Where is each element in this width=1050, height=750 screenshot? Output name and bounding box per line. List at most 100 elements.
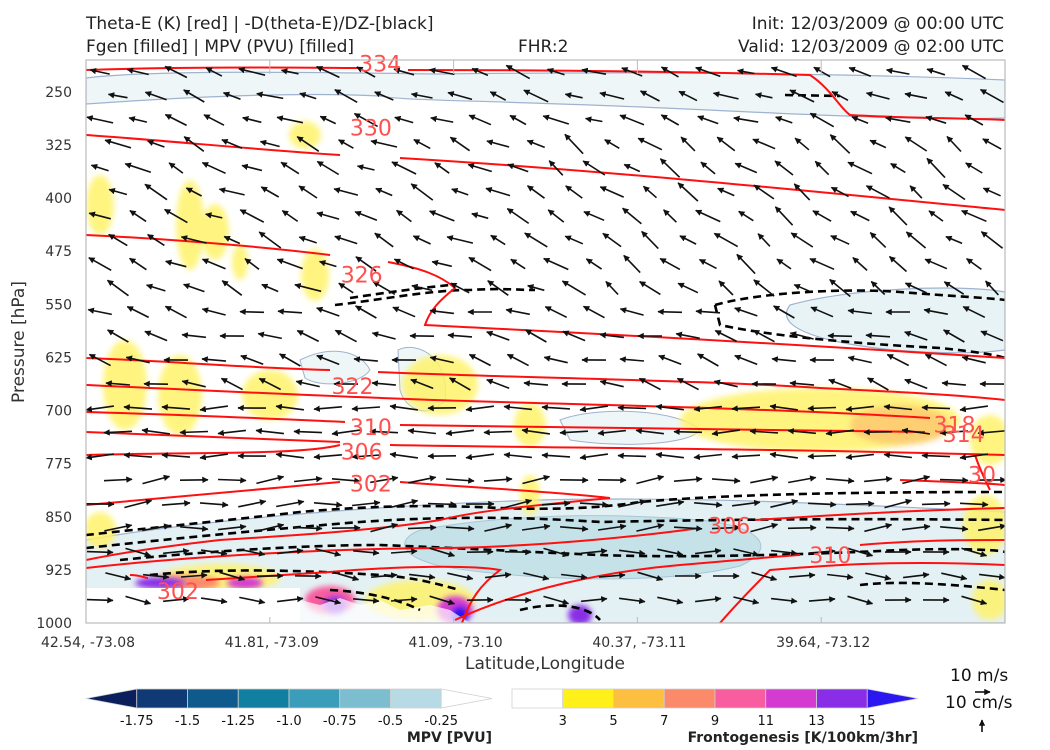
wind-vector [392, 306, 416, 318]
wind-vector [238, 67, 266, 76]
colorbar-tick-label: 9 [711, 714, 719, 729]
wind-vector [144, 330, 168, 342]
wind-vector [641, 230, 659, 250]
y-tick-label: 400 [45, 191, 72, 207]
wind-vector [559, 429, 589, 436]
wind-vector [789, 380, 815, 387]
wind-vector [543, 355, 568, 364]
wind-vector [564, 92, 583, 99]
wind-vector [221, 280, 243, 296]
wind-vector [370, 475, 399, 484]
wind-vector [394, 115, 414, 124]
wind-vector [505, 307, 530, 316]
wind-vector [182, 283, 205, 293]
wind-vector [847, 547, 874, 558]
wind-vector [904, 136, 928, 152]
theta-e-contour-label: 318 [933, 414, 975, 439]
colorbar-tick-label: 13 [808, 714, 825, 729]
wind-vector [431, 259, 452, 268]
wind-vector [829, 134, 851, 154]
wind-vector [599, 379, 624, 388]
wind-vector [468, 256, 492, 272]
wind-vector [86, 549, 114, 556]
wind-vector [757, 233, 771, 247]
wind-vector [982, 187, 1001, 197]
wind-vector [599, 91, 625, 100]
wind-vector [163, 596, 190, 603]
wind-vector [124, 162, 152, 173]
wind-vector [714, 329, 738, 343]
wind-vector [447, 572, 474, 581]
wind-vector [351, 453, 381, 460]
wind-vector [808, 596, 836, 603]
wind-vector [451, 188, 469, 196]
wind-vector [943, 281, 965, 295]
wind-vector [579, 405, 609, 413]
wind-vector [465, 453, 495, 461]
wind-vector [180, 525, 209, 532]
wind-vector [657, 596, 684, 605]
wind-vector [865, 572, 892, 581]
wind-vector [242, 115, 262, 124]
wind-vector [941, 380, 966, 387]
wind-vector [775, 115, 793, 124]
wind-vector [334, 89, 358, 103]
wind-vector [161, 404, 191, 411]
theta-e-contour-label: 302 [157, 580, 199, 605]
y-tick-label: 1000 [36, 616, 72, 632]
wind-vector [294, 475, 323, 483]
wind-vector [217, 429, 246, 437]
wind-vector [255, 427, 284, 435]
theta-e-contour-label: 330 [350, 116, 392, 141]
wind-vector [180, 235, 207, 244]
wind-vector [445, 429, 474, 437]
valid-time-label: Valid: 12/03/2009 @ 02:00 UTC [738, 37, 1004, 57]
wind-vector [524, 232, 548, 248]
colorbar-swatch [562, 688, 614, 709]
wind-vector [333, 187, 359, 196]
wind-vector [623, 163, 641, 173]
wind-vector [390, 498, 419, 509]
wind-vector [90, 163, 109, 172]
wind-vector [695, 547, 722, 555]
wind-vector [331, 429, 361, 437]
wind-vector [925, 115, 947, 124]
wind-vector [901, 427, 931, 435]
wind-vector [333, 571, 360, 582]
wind-vector [205, 212, 223, 219]
wind-vector [356, 66, 376, 78]
wind-vector [87, 307, 112, 316]
wind-vector [123, 404, 153, 411]
wind-vector [750, 522, 779, 533]
wind-vector [389, 403, 419, 411]
wind-vector [905, 231, 927, 249]
wind-vector [410, 378, 434, 390]
wind-vector [770, 499, 799, 508]
filled-contours [86, 71, 1005, 623]
wind-vector [181, 332, 206, 339]
wind-vector [168, 162, 184, 174]
wind-vector [982, 138, 1002, 150]
colorbar-tick-label: -0.75 [323, 714, 357, 729]
wind-vector [959, 501, 989, 508]
wind-vector [560, 525, 589, 532]
wind-vector [903, 571, 930, 579]
wind-vector [677, 182, 699, 202]
wind-vector [445, 477, 475, 484]
x-tick-label: 39.64, -73.12 [776, 635, 870, 651]
wind-vector [371, 380, 396, 387]
wind-vector [256, 474, 285, 485]
wind-vector [565, 185, 583, 199]
wind-vector [924, 353, 947, 367]
wind-vector [294, 283, 322, 293]
wind-vector [353, 597, 380, 604]
wind-vector [199, 453, 229, 461]
wind-vector [619, 307, 644, 316]
wind-vector [582, 305, 605, 319]
wind-vector [773, 305, 795, 319]
wind-vector [964, 114, 984, 126]
wind-vector [713, 232, 739, 248]
wind-vector [621, 67, 643, 77]
colorbar-swatch [866, 688, 919, 709]
wind-vector [697, 115, 719, 125]
